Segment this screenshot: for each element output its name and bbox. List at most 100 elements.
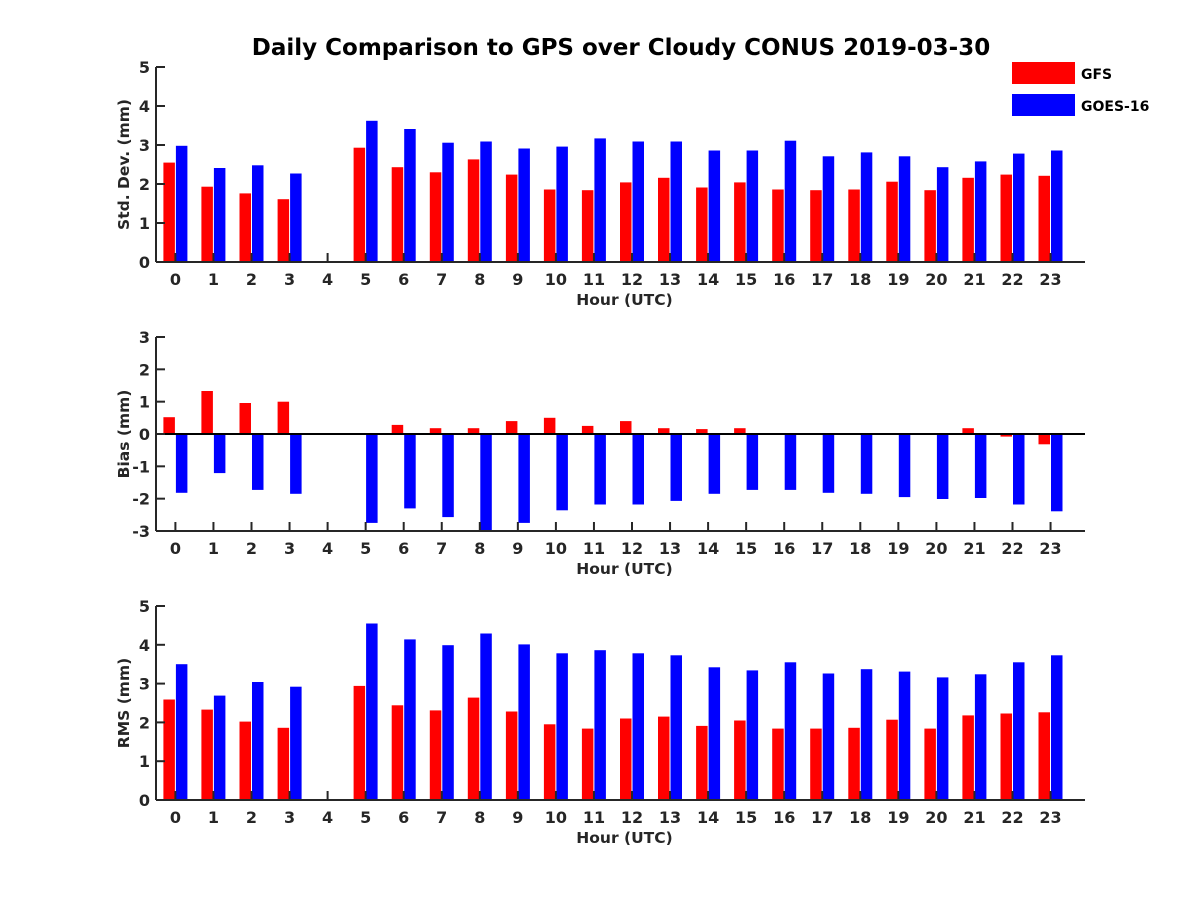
bias-y-tick-label: 1 [139,393,150,412]
std-dev-bar-gfs-hour-1 [201,186,213,262]
bias-bar-gfs-hour-21 [962,428,974,434]
bias-bar-goes16-hour-10 [556,434,568,511]
std-dev-y-tick-label: 2 [139,175,150,194]
bias-bar-goes16-hour-14 [708,434,721,494]
bias-bar-goes16-hour-5 [366,434,378,523]
bias-bar-gfs-hour-8 [467,428,480,434]
bias-bar-goes16-hour-2 [252,434,264,490]
std-dev-bar-goes16-hour-6 [404,129,416,262]
rms-bar-goes16-hour-15 [746,670,759,800]
bias-x-axis-label: Hour (UTC) [576,560,672,578]
bias-bar-goes16-hour-8 [480,434,492,531]
bias-bar-goes16-hour-21 [974,434,987,498]
rms-bar-goes16-hour-16 [784,662,797,800]
bias-bar-goes16-hour-16 [784,434,797,490]
bias-x-tick-label: 22 [1001,539,1023,558]
std-dev-bar-goes16-hour-23 [1051,150,1063,262]
rms-bar-goes16-hour-3 [290,686,302,800]
std-dev-y-tick-label: 0 [139,253,150,272]
rms-x-tick-label: 11 [583,808,605,827]
rms-bar-gfs-hour-16 [772,728,784,800]
std-dev-x-tick-label: 17 [811,270,833,289]
rms-x-tick-label: 16 [773,808,795,827]
std-dev-bar-goes16-hour-20 [936,167,949,262]
bias-bar-goes16-hour-13 [670,434,682,501]
bias-y-tick-label: 3 [139,328,150,347]
rms-bar-gfs-hour-14 [696,725,708,800]
bias-bar-goes16-hour-1 [213,434,226,474]
bias-x-tick-label: 21 [963,539,985,558]
rms-y-tick-label: 2 [139,713,150,732]
std-dev-y-tick-label: 3 [139,136,150,155]
rms-x-tick-label: 19 [887,808,909,827]
std-dev-bar-gfs-hour-0 [163,162,175,262]
rms-x-tick-label: 4 [322,808,333,827]
std-dev-x-tick-label: 4 [322,270,333,289]
bias-x-tick-label: 23 [1039,539,1061,558]
std-dev-bar-goes16-hour-0 [175,145,188,262]
rms-bar-goes16-hour-13 [670,655,682,800]
bias-bar-goes16-hour-23 [1051,434,1063,512]
std-dev-bar-goes16-hour-21 [974,161,987,262]
rms-y-tick-label: 0 [139,791,150,810]
std-dev-bar-goes16-hour-7 [442,142,454,262]
bias-x-tick-label: 17 [811,539,833,558]
rms-x-axis-label: Hour (UTC) [576,829,672,847]
bias-bar-goes16-hour-3 [290,434,302,494]
rms-bar-gfs-hour-3 [277,727,290,800]
rms-bar-goes16-hour-21 [974,674,987,800]
std-dev-x-tick-label: 0 [170,270,181,289]
rms-bar-goes16-hour-10 [556,653,568,800]
bias-y-axis-label: Bias (mm) [115,390,133,479]
std-dev-bar-goes16-hour-3 [290,173,302,262]
bias-y-tick-label: -2 [132,490,150,509]
rms-bar-goes16-hour-6 [404,639,416,800]
bias-bar-gfs-hour-22 [1000,434,1012,437]
std-dev-x-tick-label: 2 [246,270,257,289]
bias-x-tick-label: 14 [697,539,719,558]
bias-bar-gfs-hour-7 [429,428,442,434]
rms-x-tick-label: 12 [621,808,643,827]
std-dev-bar-gfs-hour-5 [353,147,366,262]
std-dev-y-tick-label: 5 [139,58,150,77]
rms-x-tick-label: 18 [849,808,871,827]
std-dev-y-tick-label: 1 [139,214,150,233]
rms-x-tick-label: 23 [1039,808,1061,827]
std-dev-bar-gfs-hour-8 [467,159,480,262]
rms-y-tick-label: 4 [139,636,150,655]
bias-y-tick-label: 0 [139,425,150,444]
bias-bar-goes16-hour-20 [936,434,949,499]
rms-bar-gfs-hour-10 [543,724,556,800]
rms-bar-goes16-hour-12 [632,653,644,800]
legend-swatch-gfs [1012,62,1075,84]
bias-bar-gfs-hour-11 [581,425,594,434]
std-dev-bar-gfs-hour-20 [924,190,936,262]
std-dev-x-tick-label: 9 [512,270,523,289]
bias-x-tick-label: 3 [284,539,295,558]
rms-bar-goes16-hour-1 [213,695,226,800]
rms-bar-goes16-hour-11 [594,650,606,800]
bias-x-tick-label: 8 [474,539,485,558]
bias-bar-gfs-hour-0 [163,417,175,434]
rms-bar-gfs-hour-12 [620,718,632,800]
legend-label-goes16: GOES-16 [1081,99,1149,115]
bias-x-tick-label: 6 [398,539,409,558]
std-dev-x-tick-label: 13 [659,270,681,289]
std-dev-bar-gfs-hour-14 [696,187,708,262]
rms-bar-gfs-hour-23 [1038,712,1050,800]
bias-y-tick-label: 2 [139,360,150,379]
rms-bar-goes16-hour-20 [936,677,949,800]
rms-bar-gfs-hour-8 [467,697,480,800]
std-dev-bar-gfs-hour-6 [391,167,404,262]
std-dev-bar-goes16-hour-2 [252,165,264,262]
std-dev-x-tick-label: 10 [545,270,567,289]
std-dev-bar-gfs-hour-10 [543,189,556,262]
bias-x-tick-label: 10 [545,539,567,558]
std-dev-bar-goes16-hour-13 [670,141,682,262]
std-dev-x-tick-label: 8 [474,270,485,289]
std-dev-bar-gfs-hour-15 [734,182,746,262]
std-dev-bar-gfs-hour-13 [658,177,670,262]
std-dev-bar-gfs-hour-9 [505,174,518,262]
bias-bar-gfs-hour-12 [620,421,632,434]
std-dev-bar-gfs-hour-16 [772,189,784,262]
